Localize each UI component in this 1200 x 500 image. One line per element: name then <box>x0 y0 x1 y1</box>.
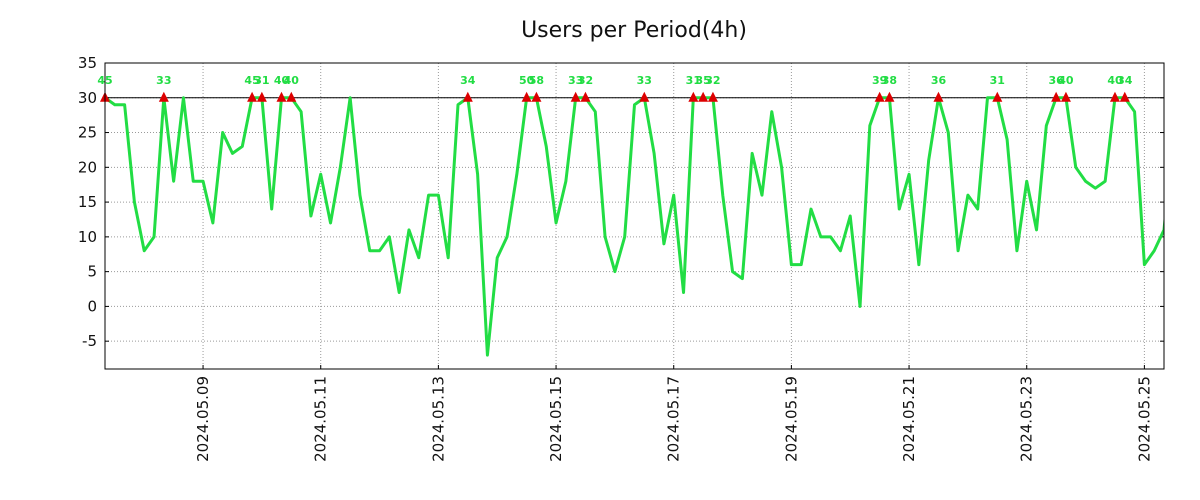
peak-label: 34 <box>460 74 476 87</box>
peak-label: 36 <box>1048 74 1064 87</box>
x-tick-label: 2024.05.21 <box>900 376 918 462</box>
peak-label: 31 <box>990 74 1005 87</box>
x-tick-label: 2024.05.25 <box>1135 376 1153 462</box>
y-tick-label: 30 <box>78 89 97 107</box>
series <box>105 96 1164 357</box>
peak-marker <box>933 91 944 102</box>
y-tick-label: 5 <box>87 263 97 281</box>
x-tick-label: 2024.05.19 <box>782 376 800 462</box>
peak-marker <box>570 91 581 102</box>
y-axis: -5 0 5 10 15 20 25 30 35 <box>78 54 1164 350</box>
peak-marker <box>247 91 258 102</box>
y-tick-label: -5 <box>82 332 97 350</box>
peak-marker <box>1060 91 1071 102</box>
y-tick-label: 35 <box>78 54 97 72</box>
peak-label: 40 <box>1058 74 1074 87</box>
peak-label: 34 <box>1117 74 1133 87</box>
peak-marker <box>531 91 542 102</box>
peak-label: 39 <box>872 74 887 87</box>
peak-label: 38 <box>882 74 897 87</box>
x-tick-label: 2024.05.15 <box>547 376 565 462</box>
peak-label: 31 <box>254 74 269 87</box>
peak-marker <box>256 91 267 102</box>
peak-marker <box>884 91 895 102</box>
peak-marker <box>1119 91 1130 102</box>
x-tick-label: 2024.05.13 <box>429 376 447 462</box>
peak-marker <box>1051 91 1062 102</box>
x-tick-label: 2024.05.23 <box>1018 376 1036 462</box>
x-axis: 2024.05.09 2024.05.11 2024.05.13 2024.05.15… <box>194 365 1153 462</box>
peak-marker <box>276 91 287 102</box>
peak-marker <box>158 91 169 102</box>
y-tick-label: 20 <box>78 158 97 176</box>
y-tick-label: 25 <box>78 124 97 142</box>
peak-label: 33 <box>568 74 583 87</box>
peak-marker <box>521 91 532 102</box>
peak-label: 58 <box>529 74 544 87</box>
peak-marker <box>639 91 650 102</box>
peak-label: 36 <box>931 74 947 87</box>
peak-label: 33 <box>637 74 652 87</box>
peak-marker <box>874 91 885 102</box>
x-tick-label: 2024.05.11 <box>312 376 330 462</box>
peak-label: 33 <box>156 74 171 87</box>
x-tick-label: 2024.05.09 <box>194 376 212 462</box>
peak-marker <box>580 91 591 102</box>
peak-markers <box>100 91 1130 102</box>
y-tick-label: 0 <box>87 297 97 315</box>
peak-label: 40 <box>1107 74 1123 87</box>
peak-marker <box>1109 91 1120 102</box>
peak-label: 50 <box>519 74 535 87</box>
peak-label: 45 <box>244 74 259 87</box>
chart-title: Users per Period(4h) <box>521 18 747 43</box>
peak-marker <box>698 91 709 102</box>
peak-marker <box>286 91 297 102</box>
peak-label: 40 <box>284 74 300 87</box>
y-tick-label: 15 <box>78 193 97 211</box>
peak-marker <box>688 91 699 102</box>
peak-label: 32 <box>705 74 720 87</box>
x-tick-label: 2024.05.17 <box>665 376 683 462</box>
peak-marker <box>992 91 1003 102</box>
peak-label: 40 <box>274 74 290 87</box>
peak-label: 31 <box>686 74 701 87</box>
peak-marker <box>707 91 718 102</box>
peak-label: 32 <box>578 74 593 87</box>
peak-label: 35 <box>695 74 710 87</box>
y-tick-label: 10 <box>78 228 97 246</box>
plot-frame <box>104 62 1165 370</box>
peak-marker <box>462 91 473 102</box>
series-line <box>105 96 1164 357</box>
